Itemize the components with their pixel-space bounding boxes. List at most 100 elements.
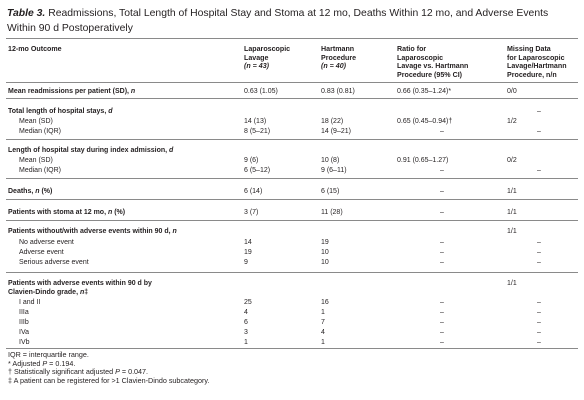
- readm-missing: 0/0: [507, 88, 517, 95]
- without-item-missing: –: [537, 249, 541, 256]
- header-ratio-line4: Procedure (95% CI): [397, 70, 463, 79]
- without-item-ratio: –: [440, 249, 444, 256]
- header-ratio-line2: Laparoscopic: [397, 53, 444, 62]
- without-missing: 1/1: [507, 228, 517, 235]
- row-without-label: Patients without/with adverse events wit…: [8, 227, 177, 236]
- without-item-label: Adverse event: [19, 249, 64, 256]
- total-mean-hart: 18 (22): [321, 118, 344, 125]
- row-index-label: Length of hospital stay during index adm…: [8, 146, 173, 155]
- header-outcome: 12-mo Outcome: [8, 45, 62, 54]
- stoma-lap: 3 (7): [244, 209, 259, 216]
- footnote-significant-post: = 0.047.: [119, 367, 149, 377]
- row-rule: [6, 98, 578, 99]
- without-item-lap: 14: [244, 239, 252, 246]
- deaths-label-tail: (%): [39, 188, 53, 195]
- row-stoma-label: Patients with stoma at 12 mo, n (%): [8, 208, 125, 217]
- clavien-item-lap: 6: [244, 319, 248, 326]
- clavien-item-label: I and II: [19, 299, 41, 306]
- without-item-label: No adverse event: [19, 239, 74, 246]
- without-item-missing: –: [537, 239, 541, 246]
- table-title-text: Readmissions, Total Length of Hospital S…: [7, 8, 549, 34]
- index-median-hart: 9 (6–11): [321, 167, 347, 174]
- clavien-item-ratio: –: [440, 339, 444, 346]
- clavien-missing: 1/1: [507, 280, 517, 287]
- clavien-item-hart: 1: [321, 309, 325, 316]
- header-ratio: Ratio for Laparoscopic Lavage vs. Hartma…: [397, 45, 468, 79]
- deaths-ratio: –: [440, 188, 444, 195]
- header-hart: Hartmann Procedure (n = 40): [321, 45, 356, 71]
- row-rule: [6, 220, 578, 221]
- footnote-adjusted-p: P: [42, 358, 48, 368]
- clavien-item-lap: 25: [244, 299, 252, 306]
- index-median-lap: 6 (5–12): [244, 167, 271, 174]
- row-clavien-label-line2: Clavien-Dindo grade, n‡: [8, 288, 88, 297]
- index-mean-lap: 9 (6): [244, 157, 259, 164]
- without-item-label: Serious adverse event: [19, 259, 89, 266]
- clavien-item-lap: 1: [244, 339, 248, 346]
- footnotes: IQR = interquartile range. * Adjusted P …: [8, 350, 210, 385]
- stoma-missing: 1/1: [507, 209, 517, 216]
- header-hart-n: (n = 40): [321, 62, 347, 71]
- header-lap-line1: Laparoscopic: [244, 45, 291, 53]
- without-item-ratio: –: [440, 239, 444, 246]
- footnote-registration: ‡ A patient can be registered for >1 Cla…: [8, 375, 210, 385]
- header-missing-line1: Missing Data: [507, 45, 551, 53]
- stoma-label: Patients with stoma at 12 mo,: [8, 209, 108, 216]
- total-median-lap: 8 (5–21): [244, 128, 271, 135]
- clavien-item-hart: 7: [321, 319, 325, 326]
- index-median-missing: –: [537, 167, 541, 174]
- without-item-ratio: –: [440, 259, 444, 266]
- clavien-label-n: n: [79, 289, 85, 296]
- index-label: Length of hospital stay during index adm…: [8, 147, 170, 154]
- deaths-label: Deaths,: [8, 188, 36, 195]
- index-mean-missing: 0/2: [507, 157, 517, 164]
- without-label-n: n: [172, 228, 177, 235]
- footnote-iqr: IQR = interquartile range.: [8, 350, 89, 359]
- table-label: Table 3.: [7, 8, 46, 19]
- clavien-item-missing: –: [537, 299, 541, 306]
- without-item-missing: –: [537, 259, 541, 266]
- row-clavien-label-line1: Patients with adverse events within 90 d…: [8, 280, 152, 287]
- clavien-item-missing: –: [537, 329, 541, 336]
- index-mean-ratio: 0.91 (0.65–1.27): [397, 157, 449, 164]
- total-median-missing: –: [537, 128, 541, 135]
- top-rule: [6, 38, 578, 39]
- header-hart-line1: Hartmann: [321, 45, 355, 53]
- without-item-lap: 9: [244, 259, 248, 266]
- header-ratio-line3: Lavage vs. Hartmann: [397, 62, 469, 71]
- table-title: Table 3. Readmissions, Total Length of H…: [7, 6, 577, 36]
- row-total-label: Total length of hospital stays, d: [8, 107, 113, 116]
- stoma-label-n: n: [107, 209, 113, 216]
- total-label: Total length of hospital stays,: [8, 108, 109, 115]
- bottom-rule: [6, 348, 578, 349]
- total-median-ratio: –: [440, 128, 444, 135]
- header-lap: Laparoscopic Lavage (n = 43): [244, 45, 290, 71]
- total-mean-label: Mean (SD): [19, 118, 53, 125]
- clavien-item-hart: 16: [321, 299, 329, 306]
- clavien-item-missing: –: [537, 309, 541, 316]
- clavien-item-ratio: –: [440, 329, 444, 336]
- clavien-item-ratio: –: [440, 299, 444, 306]
- total-median-label: Median (IQR): [19, 128, 62, 135]
- clavien-item-hart: 1: [321, 339, 325, 346]
- clavien-item-missing: –: [537, 319, 541, 326]
- row-deaths-label: Deaths, n (%): [8, 187, 52, 196]
- row-rule: [6, 178, 578, 179]
- header-lap-n: (n = 43): [244, 62, 270, 71]
- clavien-item-label: IIIa: [19, 309, 29, 316]
- clavien-item-label: IIIb: [19, 319, 29, 326]
- row-rule: [6, 139, 578, 140]
- without-item-hart: 19: [321, 239, 329, 246]
- total-label-d: d: [108, 108, 113, 115]
- readm-lap: 0.63 (1.05): [244, 88, 278, 95]
- header-outcome-text: 12-mo Outcome: [8, 45, 62, 53]
- clavien-item-label: IVa: [19, 329, 29, 336]
- stoma-hart: 11 (28): [321, 209, 343, 216]
- total-missing: –: [537, 108, 541, 115]
- stoma-ratio: –: [440, 209, 444, 216]
- clavien-item-ratio: –: [440, 309, 444, 316]
- total-mean-ratio: 0.65 (0.45–0.94)†: [397, 118, 453, 125]
- footnote-significant: † Statistically significant adjusted P =…: [8, 367, 209, 377]
- readm-ratio: 0.66 (0.35–1.24)*: [397, 88, 452, 95]
- header-missing-line3: Lavage/Hartmann: [507, 62, 567, 71]
